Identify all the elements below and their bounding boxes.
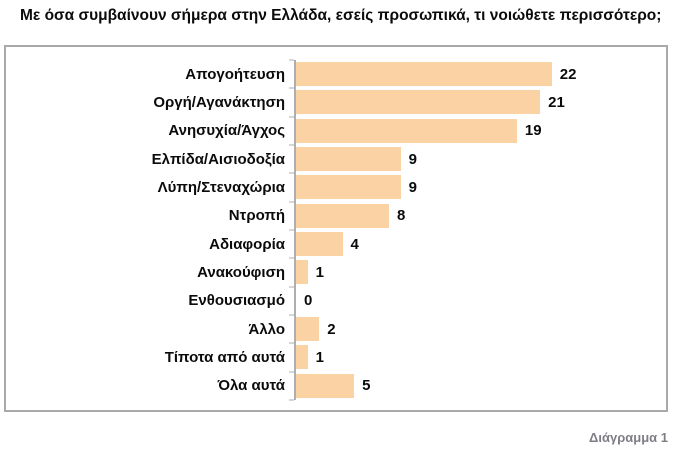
axis-tick [289, 257, 294, 259]
value-label: 5 [362, 377, 371, 395]
bar-row: Άλλο 2 [6, 315, 666, 343]
bar [296, 118, 517, 143]
bar-row: Απογοήτευση 22 [6, 60, 666, 88]
axis-tick [289, 201, 294, 203]
bar-track: 22 [296, 60, 666, 88]
axis-tick [289, 87, 294, 89]
bar-row: Ανακούφιση 1 [6, 258, 666, 286]
bar-track: 1 [296, 343, 666, 371]
category-label: Οργή/Αγανάκτηση [153, 93, 285, 111]
plot-area: Απογοήτευση 22 Οργή/Αγανάκτηση 21 Ανησυχία/Ά… [6, 59, 666, 401]
category-label: Λύπη/Στεναχώρια [157, 178, 285, 196]
bar-row: Λύπη/Στεναχώρια 9 [6, 173, 666, 201]
bar-track: 1 [296, 258, 666, 286]
bar [296, 345, 308, 370]
category-label: Ενθουσιασμό [188, 292, 285, 310]
bar [296, 90, 541, 115]
bar-track: 4 [296, 230, 666, 258]
axis-tick [289, 116, 294, 118]
value-label: 0 [304, 292, 313, 310]
axis-tick [289, 399, 294, 401]
value-label: 22 [559, 65, 577, 83]
bar [296, 203, 389, 228]
chart-title: Με όσα συμβαίνουν σήμερα στην Ελλάδα, εσ… [20, 7, 662, 24]
bar [296, 260, 308, 285]
bar-track: 21 [296, 88, 666, 116]
bar-row: Ανησυχία/Άγχος 19 [6, 117, 666, 145]
axis-tick [289, 342, 294, 344]
value-label: 19 [524, 122, 542, 140]
bar [296, 175, 401, 200]
bar-row: Αδιαφορία 4 [6, 230, 666, 258]
category-label: Ντροπή [228, 207, 285, 225]
value-label: 9 [408, 178, 417, 196]
bar-track: 8 [296, 202, 666, 230]
axis-tick [289, 172, 294, 174]
value-label: 21 [548, 93, 565, 111]
bar [296, 317, 320, 342]
category-label: Ανακούφιση [197, 263, 285, 281]
value-label: 2 [327, 320, 336, 338]
bar-track: 9 [296, 173, 666, 201]
category-label: Ελπίδα/Αισιοδοξία [151, 150, 285, 168]
value-label: 9 [408, 150, 417, 168]
bar-row: Οργή/Αγανάκτηση 21 [6, 88, 666, 116]
bar-row: Ντροπή 8 [6, 202, 666, 230]
bar [296, 232, 343, 257]
axis-tick [289, 229, 294, 231]
axis-tick [289, 314, 294, 316]
bar-track: 9 [296, 145, 666, 173]
axis-tick [289, 59, 294, 61]
bar-row: Τίποτα από αυτά 1 [6, 343, 666, 371]
figure-caption: Διάγραμμα 1 [589, 430, 668, 445]
category-axis-line [294, 60, 296, 400]
value-label: 1 [315, 263, 324, 281]
category-label: Απογοήτευση [185, 65, 285, 83]
chart-frame: Απογοήτευση 22 Οργή/Αγανάκτηση 21 Ανησυχία/Ά… [4, 45, 668, 412]
bar-track: 19 [296, 117, 666, 145]
bar [296, 62, 552, 87]
bar-track: 5 [296, 372, 666, 400]
bar [296, 147, 401, 172]
axis-tick [289, 286, 294, 288]
category-label: Ανησυχία/Άγχος [168, 122, 285, 140]
bar-row: Ελπίδα/Αισιοδοξία 9 [6, 145, 666, 173]
bar-track: 2 [296, 315, 666, 343]
category-label: Αδιαφορία [209, 235, 285, 253]
value-label: 8 [397, 207, 406, 225]
axis-tick [289, 371, 294, 373]
bar-row: Όλα αυτά 5 [6, 372, 666, 400]
axis-tick [289, 144, 294, 146]
value-label: 1 [315, 348, 324, 366]
value-label: 4 [350, 235, 359, 253]
category-label: Άλλο [248, 320, 286, 338]
category-label: Τίποτα από αυτά [164, 348, 285, 366]
bar-row: Ενθουσιασμό 0 [6, 287, 666, 315]
category-label: Όλα αυτά [217, 377, 285, 395]
bar [296, 373, 355, 398]
bar-track: 0 [296, 287, 666, 315]
